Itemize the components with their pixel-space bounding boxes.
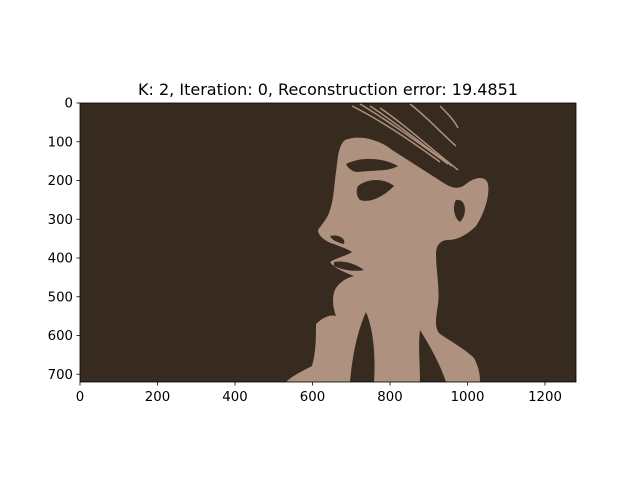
collar-shadow: [419, 330, 446, 382]
y-tick-label: 500: [48, 290, 73, 305]
x-tick-label: 600: [300, 390, 325, 405]
ear-shadow: [453, 199, 465, 222]
y-tick-label: 700: [48, 368, 73, 383]
y-tick-label: 0: [65, 97, 73, 112]
x-tick-label: 800: [377, 390, 402, 405]
subject-cluster-region: [286, 137, 489, 382]
y-tick-label: 100: [48, 135, 73, 150]
y-tick-label: 400: [48, 252, 73, 267]
axes-frame: [79, 102, 577, 383]
y-tick-label: 200: [48, 174, 73, 189]
x-tick-label: 200: [145, 390, 170, 405]
x-axis: 0 200 400 600 800 1000 1200: [76, 382, 562, 405]
y-tick-label: 600: [48, 329, 73, 344]
y-tick-label: 300: [48, 213, 73, 228]
hair-strands: [351, 103, 459, 171]
quantized-image: [80, 103, 576, 382]
x-tick-label: 1200: [528, 390, 562, 405]
x-tick-label: 1000: [451, 390, 485, 405]
neck-shadow: [350, 312, 375, 382]
eye: [356, 180, 394, 201]
plot-title: K: 2, Iteration: 0, Reconstruction error…: [138, 80, 518, 99]
y-axis: 0 100 200 300 400 500 600 700: [48, 97, 80, 383]
nostril: [330, 235, 345, 244]
eye-shadow: [346, 158, 398, 172]
x-tick-label: 400: [222, 390, 247, 405]
mouth: [334, 261, 364, 271]
x-tick-label: 0: [76, 390, 84, 405]
